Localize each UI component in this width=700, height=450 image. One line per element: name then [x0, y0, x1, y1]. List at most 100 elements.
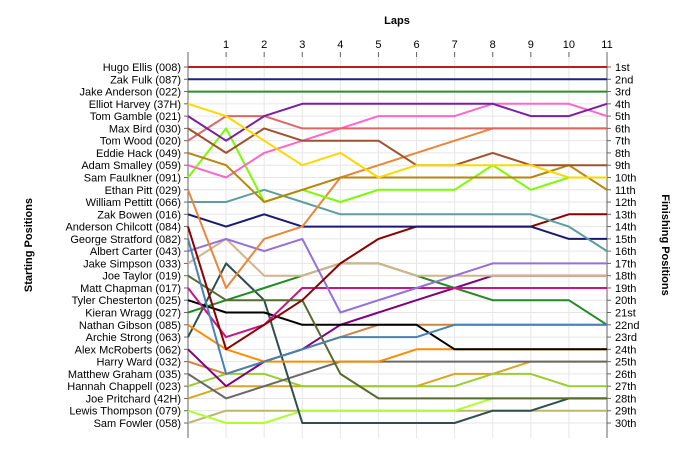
starting-position-label: William Pettitt (066)	[86, 197, 181, 209]
starting-position-label: Nathan Gibson (085)	[79, 320, 181, 332]
starting-position-label: Joe Taylor (019)	[102, 271, 181, 283]
series-line-start-23	[187, 262, 607, 424]
x-tick-label: 7	[452, 39, 458, 51]
series-layer	[187, 66, 608, 424]
x-tick-labels: 1 2 3 4 5 6 7 8 9 10 11	[223, 39, 613, 51]
x-axis-title: Laps	[384, 15, 410, 27]
series-line-start-26	[187, 360, 607, 400]
grid	[187, 52, 608, 438]
finishing-position-label: 23rd	[615, 332, 637, 344]
x-tick-label: 1	[223, 39, 229, 51]
x-tick-label: 3	[299, 39, 305, 51]
starting-position-label: Albert Carter (043)	[90, 246, 181, 258]
starting-position-label: Anderson Chilcott (084)	[65, 222, 181, 234]
finishing-position-label: 19th	[615, 283, 636, 295]
starting-position-label: George Stratford (082)	[70, 234, 181, 246]
series-line-start-16	[187, 237, 607, 314]
x-tick-label: 4	[337, 39, 343, 51]
finishing-position-label: 7th	[615, 136, 630, 148]
finishing-position-label: 28th	[615, 393, 636, 405]
finishing-position-label: 22nd	[615, 320, 639, 332]
x-tick-label: 10	[563, 39, 575, 51]
starting-position-label: Sam Fowler (058)	[94, 418, 181, 430]
starting-position-label: Matthew Graham (035)	[68, 369, 181, 381]
finishing-position-label: 9th	[615, 160, 630, 172]
finishing-position-label: 15th	[615, 234, 636, 246]
finishing-position-label: 11th	[615, 185, 636, 197]
finishing-position-label: 4th	[615, 99, 630, 111]
starting-position-label: Kieran Wragg (027)	[85, 308, 181, 320]
starting-position-label: Harry Ward (032)	[96, 357, 181, 369]
series-line-start-18	[187, 274, 607, 400]
x-tick-label: 9	[528, 39, 534, 51]
starting-position-label: Max Bird (030)	[109, 123, 181, 135]
x-tick-label: 11	[601, 39, 612, 51]
starting-position-labels: Hugo Ellis (008)Zak Fulk (087)Jake Ander…	[65, 62, 181, 430]
finishing-position-label: 17th	[615, 258, 636, 270]
finishing-position-label: 18th	[615, 271, 636, 283]
finishing-position-label: 26th	[615, 369, 636, 381]
starting-position-label: Lewis Thompson (079)	[69, 406, 181, 418]
finishing-position-label: 14th	[615, 222, 636, 234]
starting-position-label: Zak Bowen (016)	[97, 209, 181, 221]
y-axis-title-right: Finishing Positions	[659, 194, 671, 295]
finishing-position-label: 29th	[615, 406, 636, 418]
starting-position-label: Zak Fulk (087)	[110, 74, 181, 86]
starting-position-label: Jake Simpson (033)	[83, 258, 181, 270]
series-line-start-8	[187, 151, 608, 203]
x-tick-label: 5	[375, 39, 381, 51]
starting-position-label: Hugo Ellis (008)	[103, 62, 181, 74]
starting-position-label: Ethan Pitt (029)	[105, 185, 181, 197]
series-line-start-12	[188, 188, 608, 252]
series-line-start-7	[187, 115, 607, 142]
starting-position-label: Tom Gamble (021)	[90, 111, 181, 123]
finishing-position-label: 3rd	[615, 87, 631, 99]
series-line-start-9	[187, 102, 608, 179]
starting-position-label: Hannah Chappell (023)	[67, 381, 181, 393]
starting-position-label: Adam Smalley (059)	[81, 160, 181, 172]
starting-position-label: Alex McRoberts (062)	[75, 344, 181, 356]
series-line-start-19	[187, 287, 607, 339]
starting-position-label: Archie Strong (063)	[86, 332, 181, 344]
starting-position-label: Jake Anderson (022)	[79, 87, 181, 99]
finishing-position-labels: 1st2nd3rd4th5th6th7th8th9th10th11th12th1…	[615, 62, 639, 430]
finishing-position-label: 13th	[615, 209, 636, 221]
y-axis-title-left: Starting Positions	[23, 198, 35, 292]
finishing-position-label: 2nd	[615, 74, 633, 86]
series-line-start-28	[187, 360, 607, 400]
starting-position-label: Joe Pritchard (42H)	[86, 393, 181, 405]
finishing-position-label: 24th	[615, 344, 636, 356]
series-line-start-4	[187, 102, 607, 179]
starting-position-label: Sam Faulkner (091)	[84, 172, 181, 184]
finishing-position-label: 10th	[615, 172, 636, 184]
series-line-start-20	[187, 299, 607, 351]
starting-position-label: Eddie Hack (049)	[96, 148, 181, 160]
series-line-start-5	[187, 102, 608, 142]
series-line-start-22	[187, 323, 607, 363]
starting-position-label: Matt Chapman (017)	[80, 283, 181, 295]
starting-position-label: Elliot Harvey (37H)	[89, 99, 181, 111]
finishing-position-label: 25th	[615, 357, 636, 369]
series-line-start-14	[187, 213, 607, 351]
x-tick-label: 8	[490, 39, 496, 51]
finishing-position-label: 12th	[615, 197, 636, 209]
starting-position-label: Tom Wood (020)	[100, 136, 181, 148]
x-tick-label: 6	[413, 39, 419, 51]
series-line-start-6	[187, 127, 607, 167]
finishing-position-label: 27th	[615, 381, 636, 393]
finishing-position-label: 20th	[615, 295, 636, 307]
finishing-position-label: 5th	[615, 111, 630, 123]
finishing-position-label: 1st	[615, 62, 630, 74]
series-line-start-13	[187, 213, 607, 240]
series-line-start-27	[187, 372, 607, 388]
finishing-position-label: 8th	[615, 148, 630, 160]
starting-position-label: Tyler Chesterton (025)	[72, 295, 181, 307]
series-line-start-17	[187, 237, 607, 277]
finishing-position-label: 16th	[615, 246, 636, 258]
series-line-start-15	[187, 238, 607, 375]
series-line-start-10	[187, 127, 607, 203]
finishing-position-label: 6th	[615, 123, 630, 135]
series-line-start-30	[187, 409, 607, 424]
